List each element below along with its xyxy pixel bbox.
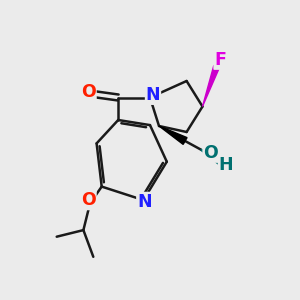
Text: O: O (81, 83, 96, 101)
Text: O: O (81, 191, 96, 209)
Text: N: N (146, 86, 160, 104)
Text: O: O (203, 144, 218, 162)
Text: F: F (214, 51, 226, 69)
Text: H: H (219, 156, 233, 174)
Polygon shape (159, 126, 187, 144)
Polygon shape (202, 66, 219, 106)
Text: N: N (137, 193, 152, 211)
